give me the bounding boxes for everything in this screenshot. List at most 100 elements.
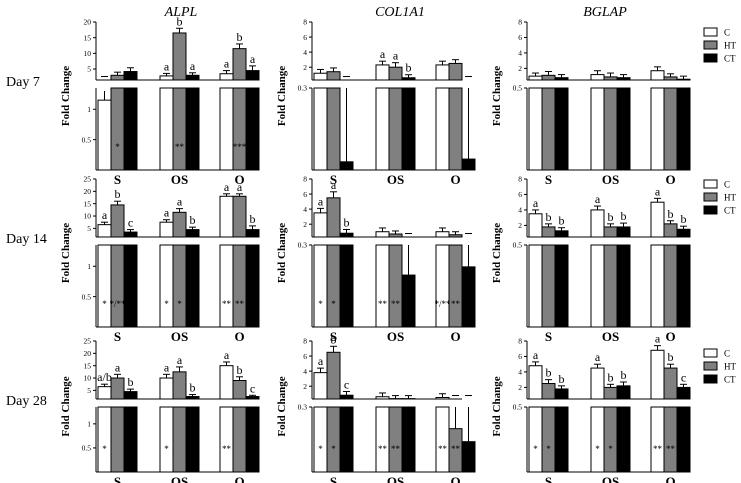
legend-swatch (703, 348, 718, 358)
bar-c-upper (159, 377, 174, 400)
sig-letter: a (655, 184, 661, 198)
bar-ct-lower (123, 406, 138, 473)
y-tick-label-upper: 8 (303, 175, 307, 184)
bar-ht-upper (110, 74, 125, 81)
legend-label: C (724, 349, 730, 359)
y-tick-label-upper: 25 (84, 175, 92, 184)
y-tick-label-lower: 0.5 (513, 403, 523, 412)
legends: C HT CT C HT CT C HT CT (703, 27, 736, 385)
legend-label: HT (724, 193, 736, 203)
sig-letter: a (595, 192, 601, 206)
bar-ht-upper (448, 234, 463, 238)
bar-ht-upper (232, 48, 247, 81)
sig-star: * (102, 299, 107, 309)
bar-ht-lower (603, 244, 618, 328)
y-tick-label-lower: 0.3 (298, 84, 308, 93)
y-tick-label-upper: 2 (303, 220, 307, 229)
bar-ct-upper (123, 231, 138, 238)
sig-letter: b (344, 215, 350, 229)
bar-ht-lower (603, 406, 618, 473)
bar-ct-lower (461, 158, 476, 171)
sig-letter: c (344, 377, 349, 391)
bar-ht-upper (326, 351, 341, 400)
category-label: O (234, 329, 244, 344)
bar-ht-lower (448, 87, 463, 171)
bar-ct-lower (676, 244, 691, 328)
group-os: a * a * b OS (159, 195, 200, 344)
bar-ct-lower (123, 244, 138, 328)
bar-c-upper (435, 64, 450, 81)
bar-c-upper (97, 224, 112, 238)
bar-ct-lower (185, 87, 200, 171)
y-axis-label: Fold Change (60, 376, 72, 436)
category-label: O (234, 172, 244, 187)
bar-ht-upper (388, 233, 403, 238)
bar-c-lower (313, 87, 328, 171)
y-tick-label-upper: 15 (84, 33, 92, 42)
legend-swatch (703, 361, 718, 371)
bar-c-lower (159, 87, 174, 171)
bar-c-upper (97, 386, 112, 400)
legend-label: CT (724, 54, 736, 64)
row-label-day14: Day 14 (6, 232, 47, 247)
sig-letter: a (224, 57, 230, 71)
bar-ct-lower (554, 406, 569, 473)
legend-item-ht: HT (703, 192, 736, 203)
bar-ht-lower (663, 406, 678, 473)
bar-ht-lower (603, 87, 618, 171)
bar-c-lower (219, 244, 234, 328)
bar-ct-upper (676, 386, 691, 400)
bar-ct-lower (554, 87, 569, 171)
bar-ct-upper (123, 391, 138, 400)
y-tick-label-upper: 4 (303, 48, 307, 57)
group-s: a*a*bS (313, 178, 354, 344)
legend-row-1: C HT CT (703, 27, 736, 64)
legend-swatch (703, 374, 718, 384)
bar-ht-lower (232, 244, 247, 328)
bar-c-upper (650, 349, 665, 400)
y-axis-label: Fold Change (60, 66, 72, 126)
sig-letter: a (164, 360, 170, 374)
y-tick-label-lower: 0.5 (82, 135, 92, 144)
y-axis-label: Fold Change (276, 376, 288, 436)
bar-ct-lower (616, 244, 631, 328)
sig-star: ** (222, 299, 232, 309)
bar-ht-upper (110, 377, 125, 400)
category-label: OS (171, 474, 188, 483)
bar-c-lower (159, 244, 174, 328)
bar-c-lower (435, 406, 450, 473)
sig-letter: b (608, 370, 614, 384)
bar-ct-upper (554, 230, 569, 238)
bar-c-lower (590, 244, 605, 328)
y-tick-label-lower: 1 (87, 420, 91, 429)
bar-ht-lower (541, 87, 556, 171)
sig-star: ** (222, 444, 232, 454)
category-label: OS (602, 474, 619, 483)
category-label: S (330, 329, 337, 344)
y-tick-label-upper: 2 (303, 63, 307, 72)
bar-c-upper (590, 367, 605, 400)
y-tick-label-lower: 0.3 (298, 403, 308, 412)
bar-c-lower (435, 244, 450, 328)
y-tick-label-upper: 4 (518, 49, 522, 58)
bar-ct-lower (401, 87, 416, 171)
bar-ct-upper (554, 388, 569, 400)
bar-c-lower (375, 406, 390, 473)
bar-c-upper (159, 75, 174, 81)
category-label: OS (171, 329, 188, 344)
sig-letter: b (559, 372, 565, 386)
sig-star: * (546, 444, 551, 454)
y-tick-label-lower: 0.3 (298, 241, 308, 250)
legend-item-ct: CT (703, 374, 736, 385)
group-o: */** ** O (434, 227, 476, 344)
sig-star: ** (391, 444, 401, 454)
sig-letter: b (237, 363, 243, 377)
sig-letter: a (331, 178, 337, 192)
bar-c-lower (590, 406, 605, 473)
row-label-day28: Day 28 (6, 394, 47, 409)
sig-letter: b (668, 350, 674, 364)
bar-ct-upper (676, 228, 691, 238)
